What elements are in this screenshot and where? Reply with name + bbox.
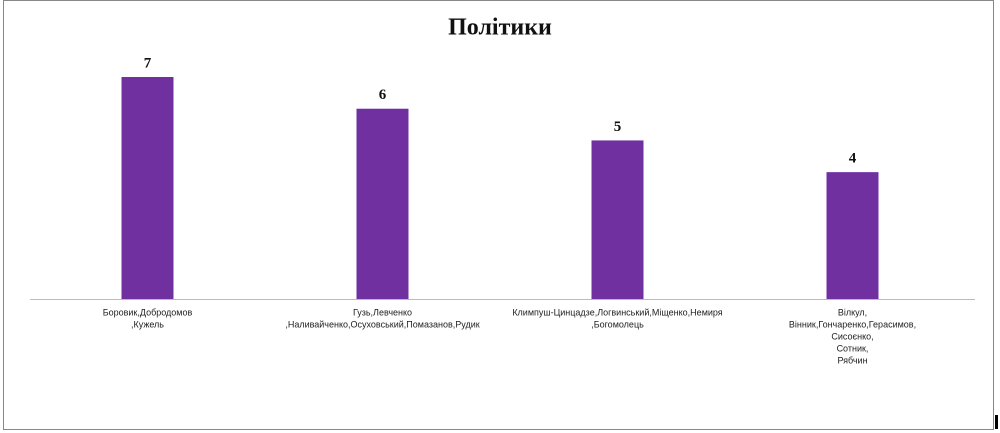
- bar: [591, 140, 644, 299]
- x-tick-label: Гузь,Левченко: [353, 307, 412, 317]
- bar: [121, 77, 174, 299]
- value-label: 4: [849, 151, 857, 167]
- chart-title: Політики: [448, 15, 552, 41]
- x-tick-label: ,Наливайченко,Осуховський,Помазанов,Руди…: [285, 319, 479, 329]
- value-label: 6: [379, 87, 387, 103]
- value-label: 7: [144, 55, 152, 71]
- bar: [356, 108, 409, 299]
- x-tick-label: ,Богомолець: [591, 319, 644, 329]
- x-tick-label: Сотник,: [837, 343, 869, 353]
- x-tick-label: Вілкул,: [838, 307, 867, 317]
- cursor: [995, 415, 998, 429]
- bar: [826, 172, 879, 299]
- x-tick-label: ,Кужель: [131, 319, 164, 329]
- x-tick-label: Боровик,Добродомов: [103, 307, 193, 317]
- x-tick-label: Рябчин: [837, 355, 867, 365]
- x-tick-label: Вінник,Гончаренко,Герасимов,: [789, 319, 916, 329]
- x-tick-label: Сисоєнко,: [831, 331, 873, 341]
- value-label: 5: [614, 119, 622, 135]
- x-tick-label: Климпуш-Цинцадзе,Логвинський,Міщенко,Нем…: [512, 307, 722, 317]
